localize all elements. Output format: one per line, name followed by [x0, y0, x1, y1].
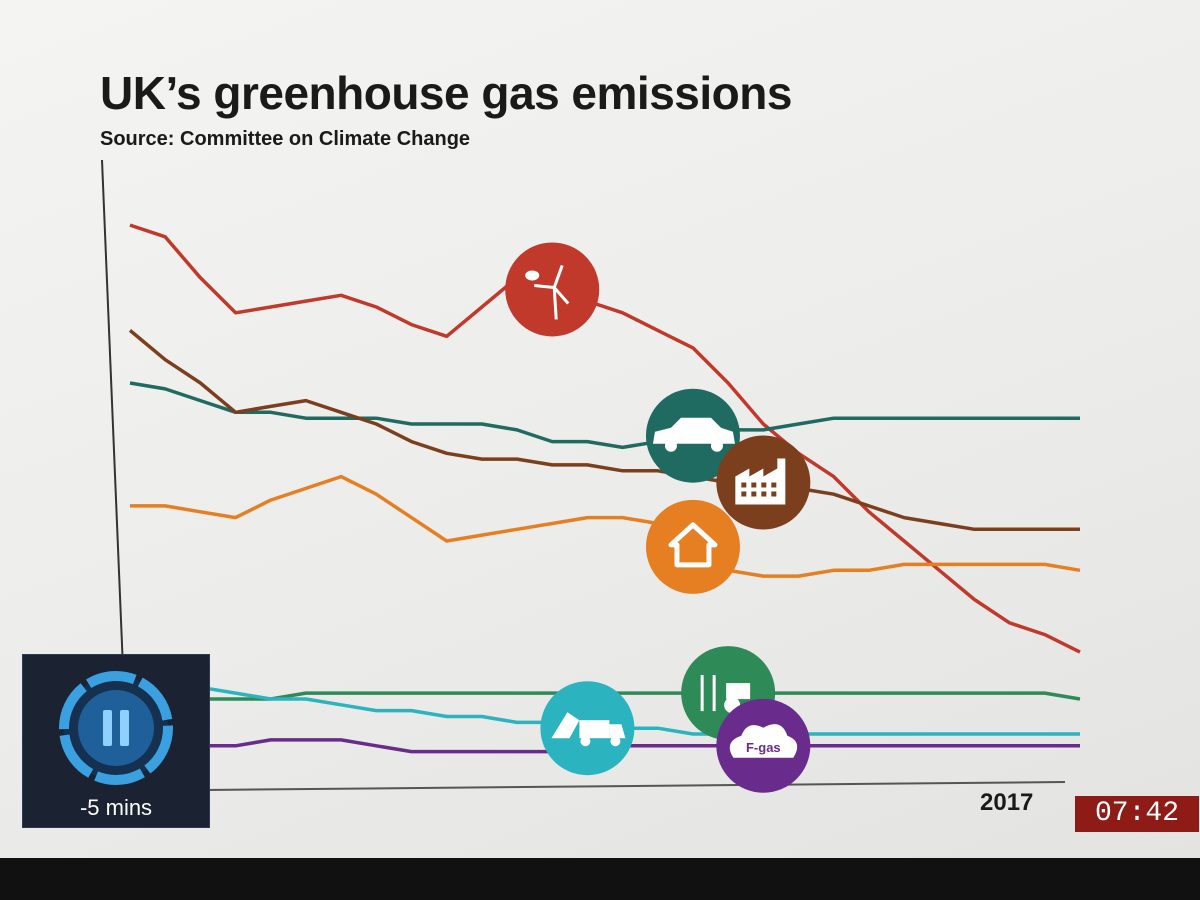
f-gas-icon: F-gas	[716, 698, 811, 793]
x-tick-label-end: 2017	[980, 789, 1034, 816]
rewind-label: -5 mins	[79, 795, 153, 820]
series-line-house	[130, 474, 1081, 578]
waste-truck-icon	[540, 681, 635, 776]
series-line-car	[129, 381, 1080, 450]
series-line-factory	[128, 329, 1080, 532]
chart-title: UK’s greenhouse gas emissions	[100, 67, 792, 119]
factory-icon	[716, 435, 811, 530]
series-lines	[128, 223, 1081, 754]
house-icon	[645, 499, 740, 594]
chart-source: Source: Committee on Climate Change	[100, 128, 471, 150]
series-icons: F-gas	[505, 242, 811, 793]
wind-turbine-icon	[505, 242, 600, 337]
series-line-wind-turbine	[129, 223, 1081, 654]
car-icon	[645, 388, 740, 483]
clock: 07:42	[1075, 796, 1199, 832]
line-chart: F-gas	[101, 159, 1081, 793]
tv-screen: UK’s greenhouse gas emissions Source: Co…	[0, 0, 1200, 858]
f-gas-label: F-gas	[746, 740, 781, 755]
playback-control[interactable]: -5 mins	[22, 654, 210, 828]
pause-icon[interactable]	[53, 665, 179, 791]
x-axis	[204, 781, 1066, 791]
